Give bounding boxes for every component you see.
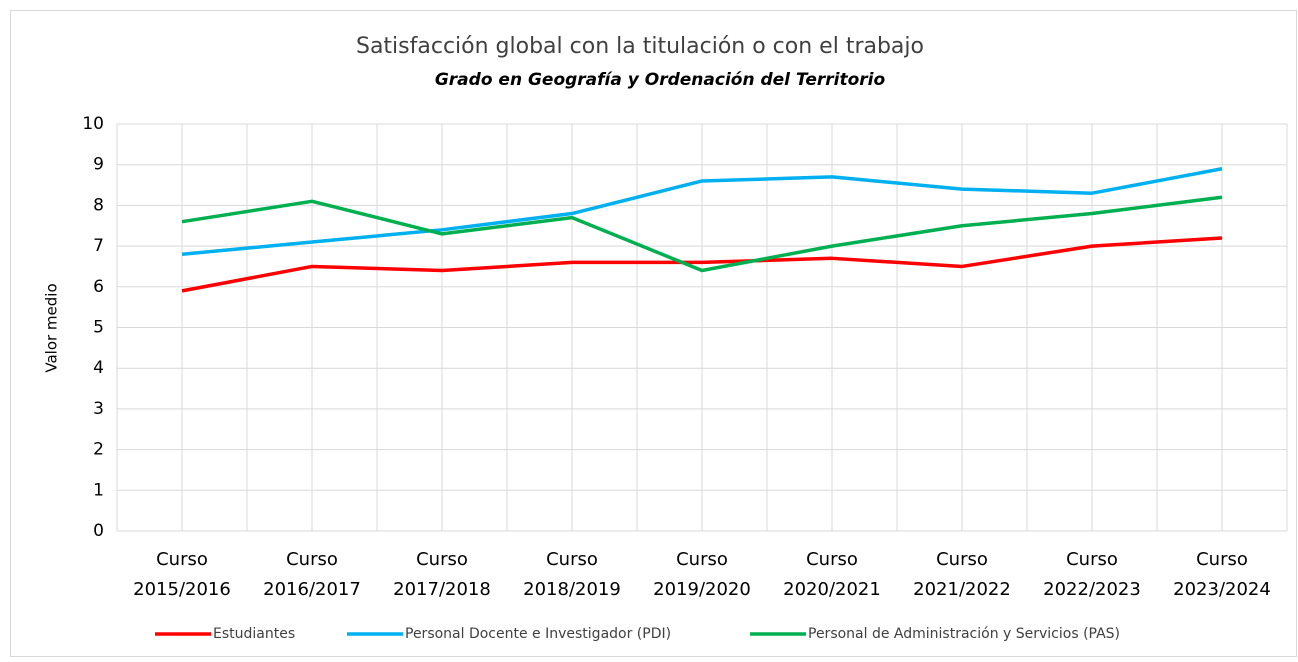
line-series xyxy=(181,167,1223,256)
y-tick-label: 7 xyxy=(93,236,104,256)
x-tick-label: Curso 2019/2020 xyxy=(653,549,751,600)
y-tick-label: 4 xyxy=(93,358,104,378)
y-tick-label: 3 xyxy=(93,399,104,419)
legend-label: Estudiantes xyxy=(213,626,295,642)
y-tick-label: 9 xyxy=(93,155,104,175)
y-tick-label: 6 xyxy=(93,277,104,297)
line-series xyxy=(181,195,1223,273)
y-tick-label: 0 xyxy=(93,521,104,541)
y-tick-label: 10 xyxy=(82,114,104,134)
chart-frame xyxy=(10,10,1297,657)
chart-title: Satisfacción global con la titulación o … xyxy=(356,34,924,59)
y-tick-label: 5 xyxy=(93,318,104,338)
x-tick-label: Curso 2022/2023 xyxy=(1043,549,1141,600)
x-tick-label: Curso 2016/2017 xyxy=(263,549,361,600)
legend-label: Personal Docente e Investigador (PDI) xyxy=(405,626,671,642)
x-tick-label: Curso 2017/2018 xyxy=(393,549,491,600)
y-tick-label: 1 xyxy=(93,480,104,500)
x-tick-label: Curso 2015/2016 xyxy=(133,549,231,600)
x-tick-label: Curso 2018/2019 xyxy=(523,549,621,600)
chart-subtitle: Grado en Geografía y Ordenación del Terr… xyxy=(435,70,886,90)
y-tick-label: 8 xyxy=(93,195,104,215)
x-tick-label: Curso 2020/2021 xyxy=(783,549,881,600)
y-tick-label: 2 xyxy=(93,440,104,460)
x-tick-label: Curso 2021/2022 xyxy=(913,549,1011,600)
legend-label: Personal de Administración y Servicios (… xyxy=(808,626,1120,642)
line-series xyxy=(181,236,1223,293)
y-axis-label: Valor medio xyxy=(43,283,61,372)
x-tick-label: Curso 2023/2024 xyxy=(1173,549,1271,600)
